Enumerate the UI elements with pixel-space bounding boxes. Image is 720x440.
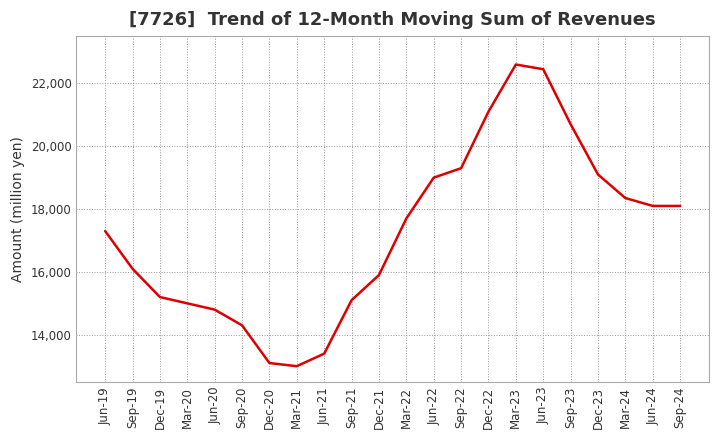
Y-axis label: Amount (million yen): Amount (million yen) <box>11 136 25 282</box>
Title: [7726]  Trend of 12-Month Moving Sum of Revenues: [7726] Trend of 12-Month Moving Sum of R… <box>130 11 656 29</box>
